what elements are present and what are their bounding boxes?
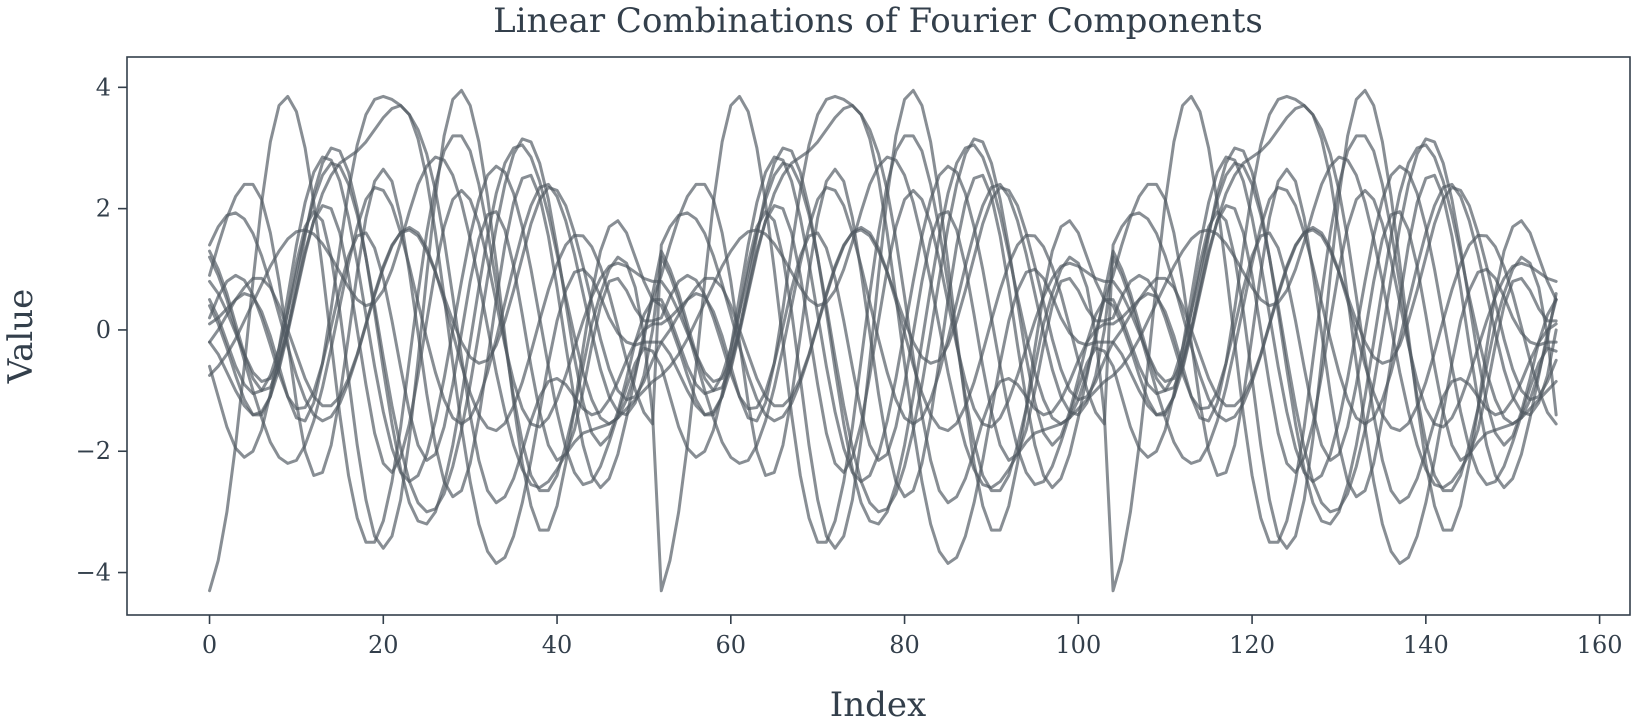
series-line-10 <box>208 94 1558 505</box>
plot-frame <box>126 56 1631 616</box>
series-line-6 <box>208 88 1558 550</box>
x-tick-label: 160 <box>1577 631 1623 659</box>
y-axis-label: Value <box>1 289 41 385</box>
x-tick-label: 80 <box>889 631 920 659</box>
series-line-13 <box>208 155 1558 487</box>
series-line-14 <box>208 104 1558 565</box>
series-line-11 <box>208 137 1558 514</box>
series-line-3 <box>208 210 1558 462</box>
x-tick-label: 140 <box>1403 631 1449 659</box>
y-tick-label: 0 <box>96 316 111 344</box>
series-line-5 <box>208 167 1558 499</box>
series-line-9 <box>208 182 1558 465</box>
x-tick-label: 100 <box>1055 631 1101 659</box>
series-line-7 <box>208 185 1558 408</box>
y-tick-label: 4 <box>96 73 111 101</box>
x-tick-label: 40 <box>542 631 573 659</box>
series-line-8 <box>208 188 1558 474</box>
x-tick-label: 120 <box>1229 631 1275 659</box>
series-line-12 <box>208 143 1558 526</box>
y-tick-label: −4 <box>76 559 111 587</box>
x-tick-label: 0 <box>202 631 217 659</box>
x-tick-label: 20 <box>368 631 399 659</box>
x-axis-label: Index <box>830 685 926 725</box>
y-tick-label: −2 <box>76 437 111 465</box>
y-tick-label: 2 <box>96 195 111 223</box>
chart-title: Linear Combinations of Fourier Component… <box>493 1 1263 41</box>
x-tick-label: 60 <box>716 631 747 659</box>
plot-series-group <box>208 88 1558 593</box>
